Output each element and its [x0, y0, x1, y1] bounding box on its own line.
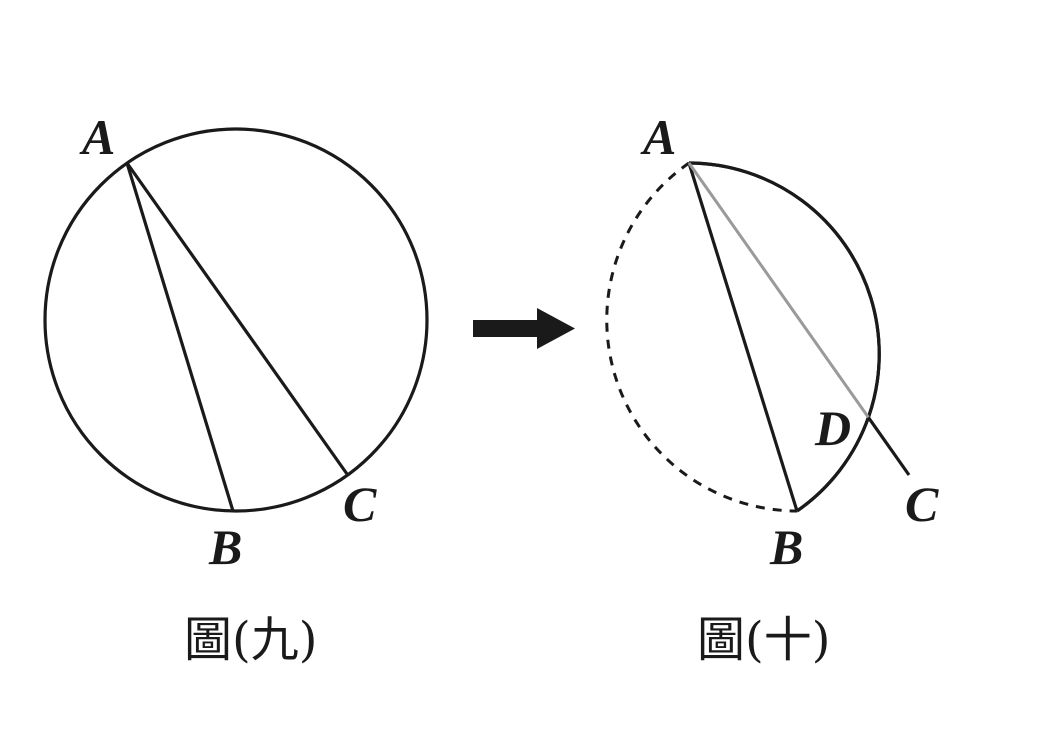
- chord-ab: [125, 162, 235, 512]
- point-label-a: A: [79, 109, 115, 165]
- point-label-b-fig10: B: [769, 519, 803, 575]
- chord-ab-fig10: [687, 162, 799, 512]
- segment-ad-grey: [687, 162, 870, 419]
- arrow-head: [537, 308, 575, 349]
- figure-10-caption: 圖(十): [697, 612, 830, 668]
- point-label-d: D: [814, 400, 851, 456]
- point-label-c-fig10: C: [905, 476, 939, 532]
- point-label-c: C: [343, 476, 377, 532]
- solid-arc-ab: [688, 161, 881, 513]
- transform-arrow: [473, 308, 575, 349]
- figure-9-caption: 圖(九): [184, 612, 317, 668]
- chord-ac: [125, 162, 349, 475]
- arrow-shaft: [473, 320, 541, 337]
- figure-9: A B C 圖(九): [43, 109, 429, 668]
- figure-9-circle: [43, 127, 429, 513]
- dashed-arc-ab: [605, 161, 798, 513]
- point-label-b: B: [208, 519, 242, 575]
- point-label-a-fig10: A: [640, 109, 676, 165]
- segment-dc: [867, 416, 911, 476]
- folded-arc-ad-b: [688, 161, 881, 513]
- figure-10: A B C D 圖(十): [605, 109, 939, 668]
